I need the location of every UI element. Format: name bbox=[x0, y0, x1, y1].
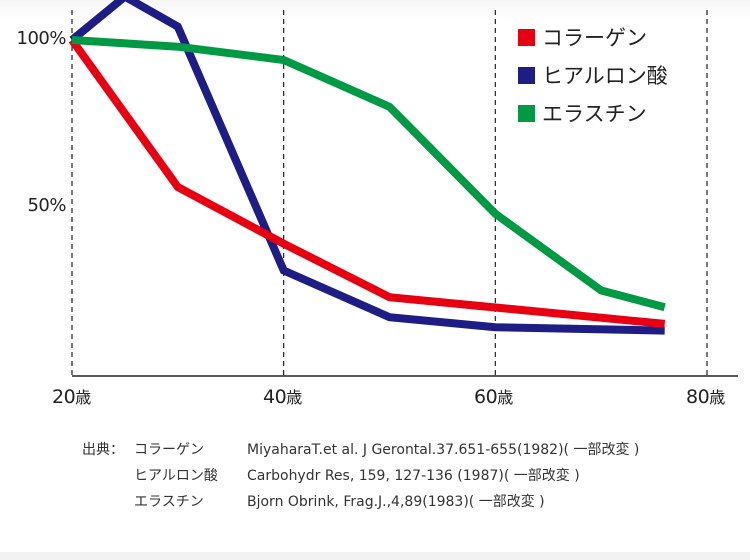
source-name: エラスチン bbox=[134, 494, 204, 510]
legend-swatch-icon bbox=[518, 28, 535, 46]
bottom-divider bbox=[0, 552, 750, 560]
legend-label: ヒアルロン酸 bbox=[542, 64, 668, 88]
legend-swatch-icon bbox=[518, 66, 535, 84]
line-chart bbox=[68, 0, 738, 377]
x-tick-number: 60 bbox=[474, 386, 498, 408]
x-tick-20: 20歳 bbox=[52, 384, 91, 408]
source-row-collagen: 出典： コラーゲン MiyaharaT.et al. J Gerontal.37… bbox=[82, 436, 639, 462]
series-line-0 bbox=[68, 37, 666, 328]
x-tick-number: 40 bbox=[263, 386, 287, 408]
source-row-hyaluronic-acid: ヒアルロン酸 Carbohydr Res, 159, 127-136 (1987… bbox=[82, 462, 639, 488]
x-tick-number: 20 bbox=[52, 386, 76, 408]
y-tick-50: 50% bbox=[27, 195, 66, 216]
source-name: ヒアルロン酸 bbox=[134, 468, 218, 484]
y-tick-100: 100% bbox=[16, 28, 67, 49]
source-row-elastin: エラスチン Bjorn Obrink, Frag.J.,4,89(1983)( … bbox=[82, 488, 639, 514]
x-tick-40: 40歳 bbox=[263, 384, 302, 408]
source-citations: 出典： コラーゲン MiyaharaT.et al. J Gerontal.37… bbox=[82, 436, 639, 514]
source-name: コラーゲン bbox=[134, 442, 204, 458]
source-citation: Bjorn Obrink, Frag.J.,4,89(1983)( 一部改変 ) bbox=[247, 494, 545, 510]
legend-item-elastin: エラスチン bbox=[518, 94, 668, 132]
top-background-fade bbox=[0, 0, 750, 20]
chart-legend: コラーゲン ヒアルロン酸 エラスチン bbox=[518, 18, 668, 132]
source-prefix: 出典： bbox=[82, 442, 124, 458]
series-line-1 bbox=[69, 0, 665, 335]
x-tick-unit: 歳 bbox=[497, 388, 513, 407]
x-tick-number: 80 bbox=[686, 386, 710, 408]
x-tick-unit: 歳 bbox=[709, 388, 725, 407]
x-tick-unit: 歳 bbox=[75, 388, 91, 407]
legend-item-collagen: コラーゲン bbox=[518, 18, 668, 56]
x-tick-unit: 歳 bbox=[286, 388, 302, 407]
x-tick-80: 80歳 bbox=[686, 384, 725, 408]
x-tick-60: 60歳 bbox=[474, 384, 513, 408]
legend-item-hyaluronic-acid: ヒアルロン酸 bbox=[518, 56, 668, 94]
series-line-2 bbox=[71, 36, 666, 312]
legend-swatch-icon bbox=[518, 104, 535, 122]
source-citation: MiyaharaT.et al. J Gerontal.37.651-655(1… bbox=[247, 442, 640, 458]
legend-label: コラーゲン bbox=[542, 26, 647, 50]
legend-label: エラスチン bbox=[542, 102, 647, 126]
source-citation: Carbohydr Res, 159, 127-136 (1987)( 一部改変… bbox=[247, 468, 580, 484]
